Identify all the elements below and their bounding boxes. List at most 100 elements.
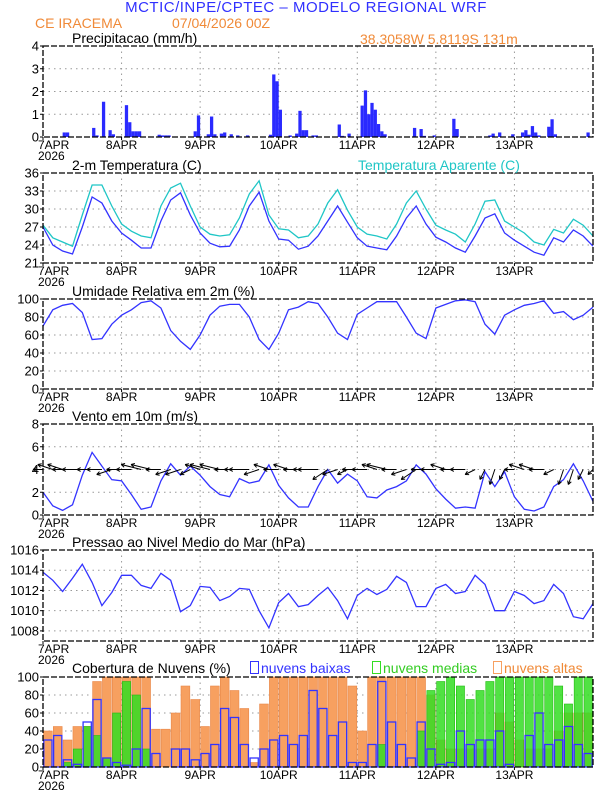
- y-tick-label: 1: [32, 107, 39, 122]
- low-cloud-bar: [141, 707, 151, 768]
- y-tick-label: 36: [25, 166, 39, 181]
- x-tick-label: 10APR: [260, 390, 298, 404]
- precip-bar: [196, 115, 201, 137]
- wind-line: [42, 451, 594, 512]
- wind-arrowhead-icon: [450, 467, 455, 472]
- wind-arrowhead-icon: [337, 470, 342, 476]
- x-tick-label: 9APR: [184, 264, 216, 278]
- precip-bar: [547, 126, 551, 137]
- y-tick-label: 27: [25, 220, 39, 235]
- wind-arrowhead-icon: [62, 467, 67, 472]
- x-tick-label: 12APR: [417, 390, 455, 404]
- mid-cloud-bar: [495, 676, 505, 768]
- high-cloud-bar: [53, 726, 63, 768]
- precip-bar: [432, 135, 436, 137]
- high-cloud-bar: [170, 712, 181, 768]
- x-tick-label: 11APR: [339, 264, 376, 278]
- low-cloud-bar: [102, 757, 112, 768]
- low-cloud-bar: [229, 716, 240, 768]
- wind-arrowhead-icon: [184, 463, 190, 468]
- precip-bar: [275, 81, 279, 137]
- x-tick-label: 11APR: [339, 516, 376, 530]
- panel-frame: [42, 298, 594, 390]
- wind-arrowhead-icon: [479, 475, 484, 480]
- apparent-temp-legend: Temperatura Aparente (C): [358, 157, 520, 173]
- wind-arrowhead-icon: [464, 470, 470, 476]
- x-tick-label: 12APR: [417, 138, 455, 152]
- precip-bar: [164, 135, 168, 137]
- x-tick-label: 8APR: [106, 516, 138, 530]
- wind-vector: [577, 469, 584, 480]
- mid-cloud-bar: [475, 690, 485, 768]
- x-tick-label: 7APR: [38, 138, 70, 152]
- precip-bar: [245, 135, 250, 137]
- wind-arrowhead-icon: [508, 463, 514, 468]
- precip-bar: [419, 129, 423, 137]
- wind-arrowhead-icon: [351, 467, 356, 472]
- precip-bar: [298, 110, 302, 137]
- wind-arrowhead-icon: [322, 471, 327, 476]
- apparent-temp-line: [42, 179, 594, 248]
- mid-cloud-bar: [564, 703, 573, 768]
- temp-line: [42, 190, 594, 256]
- high-cloud-bar: [219, 676, 230, 768]
- precip-bar: [347, 133, 351, 137]
- precip-bar: [337, 124, 341, 137]
- mid-cloud-bar: [436, 681, 446, 768]
- wind-arrowhead-icon: [361, 463, 366, 468]
- wind-panel: [32, 423, 594, 518]
- high-cloud-bar: [200, 726, 210, 768]
- precip-bar: [412, 127, 417, 137]
- wind-arrowhead-icon: [366, 463, 371, 468]
- y-tick-label: 6: [32, 439, 39, 454]
- x-tick-label: 11APR: [339, 390, 376, 404]
- x-tick-label: 8APR: [106, 138, 138, 152]
- x-tick-label: 12APR: [417, 768, 455, 782]
- panel-frame: [42, 549, 594, 642]
- wind-arrowhead-icon: [116, 467, 121, 472]
- legend-mid-clouds: nuvens medias: [372, 661, 477, 675]
- mid-cloud-bar: [505, 676, 514, 768]
- precip-bar: [62, 132, 66, 137]
- wind-vector: [253, 464, 270, 470]
- humidity-panel: [40, 298, 594, 392]
- y-tick-label: 0: [32, 760, 39, 775]
- x-tick-label: 8APR: [106, 642, 138, 656]
- x-tick-label: 13APR: [495, 768, 533, 782]
- high-cloud-bar: [278, 676, 289, 768]
- x-tick-label: 10APR: [260, 642, 298, 656]
- precip-bar: [137, 131, 142, 137]
- mid-cloud-bar: [63, 762, 72, 768]
- precip-bar: [209, 116, 214, 137]
- mid-cloud-bar: [377, 744, 387, 768]
- mid-cloud-bar: [446, 676, 456, 768]
- x-tick-label: 11APR: [339, 642, 376, 656]
- wind-arrowhead-icon: [292, 467, 297, 472]
- precip-bar: [380, 131, 384, 137]
- x-tick-label: 8APR: [106, 264, 138, 278]
- wind-arrowhead-icon: [96, 471, 101, 476]
- x-tick-label: 7APR: [38, 642, 70, 656]
- wind-vector: [509, 464, 525, 470]
- wind-arrowhead-icon: [577, 475, 582, 480]
- coordinates: 38.3058W 5.8119S 131m: [360, 31, 518, 47]
- wind-arrowhead-icon: [189, 463, 194, 468]
- x-tick-label: 7APR: [38, 264, 70, 278]
- mid-cloud-bar: [426, 690, 436, 768]
- precip-bar: [553, 134, 557, 137]
- precip-bar: [373, 109, 377, 137]
- mid-cloud-bar: [465, 699, 475, 768]
- low-cloud-bar: [485, 739, 495, 768]
- y-tick-label: 80: [25, 310, 39, 325]
- high-cloud-bar: [328, 676, 338, 768]
- y-tick-label: 40: [25, 346, 39, 361]
- cloud-title: Cobertura de Nuvens (%): [72, 660, 231, 676]
- high-cloud-bar: [180, 685, 191, 768]
- wind-arrowhead-icon: [528, 467, 533, 472]
- y-tick-label: 60: [25, 328, 39, 343]
- legend-low-label: nuvens baixas: [261, 660, 351, 676]
- precip-bar: [268, 134, 273, 137]
- high-cloud-bar: [229, 690, 240, 768]
- precip-bar: [124, 105, 129, 137]
